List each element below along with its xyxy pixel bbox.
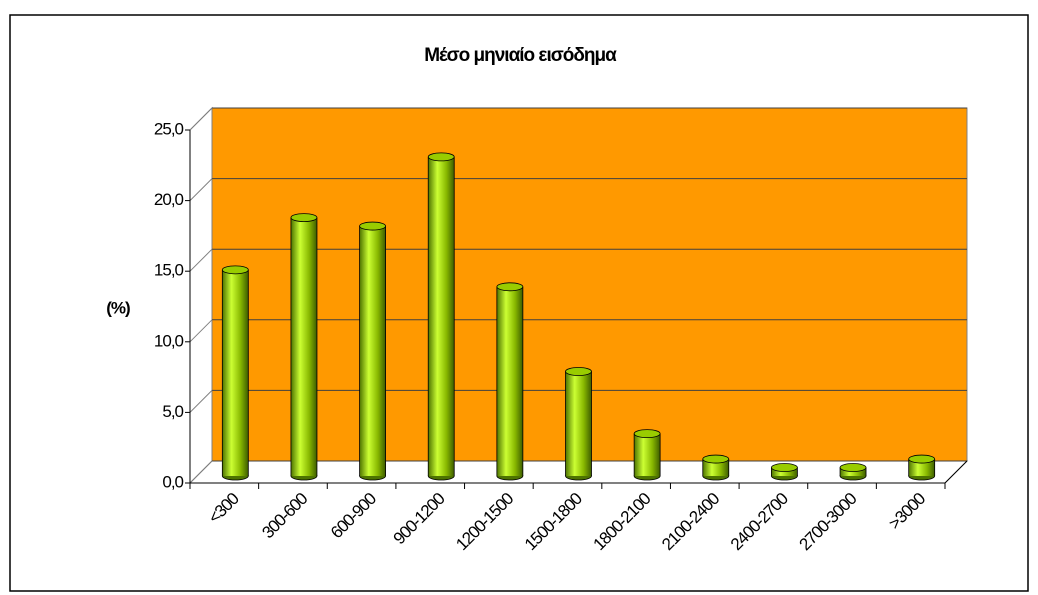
bar [908,459,935,476]
side-grid-line [189,460,213,484]
bar [634,433,661,476]
bar-top [633,429,661,439]
bar-top [565,367,592,376]
bar [702,459,729,476]
side-grid-line [189,107,213,131]
bar [496,286,523,476]
side-grid-line [189,178,213,201]
bar [222,269,249,476]
y-tick-label: 0,0 [162,472,183,491]
bar [359,226,386,476]
bar-top [771,463,798,472]
bar-top [908,454,936,464]
side-grid-line [189,319,213,343]
y-tick-label: 5,0 [162,402,183,421]
bar [290,217,317,476]
bar [565,371,592,476]
y-tick-label: 20,0 [154,190,184,209]
bar [428,156,455,476]
side-grid-line [189,390,213,413]
y-tick-label: 10,0 [154,331,184,350]
bar-top [427,152,455,162]
bar-top [839,463,867,472]
y-tick-label: 25,0 [154,119,184,138]
x-axis-depth [944,460,968,484]
bar-top [290,213,318,223]
bar-top [702,454,730,464]
bar-top [221,265,249,275]
side-wall [189,106,213,485]
y-axis-label: (%) [106,298,130,317]
chart-title: Μέσο μηνιαίο εισόδημα [424,45,617,66]
side-grid-line [189,248,213,272]
bar-top [496,282,524,292]
y-tick-label: 15,0 [154,261,184,280]
bar-top [359,221,386,231]
